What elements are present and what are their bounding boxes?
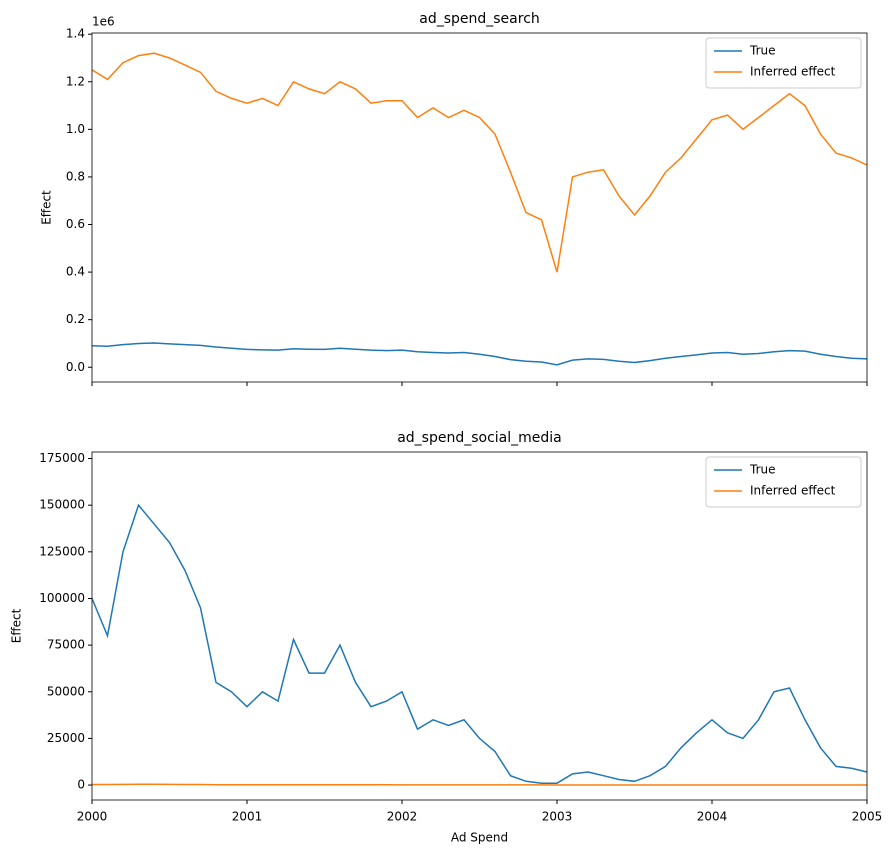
subplot-title: ad_spend_social_media (397, 430, 562, 446)
y-tick-label: 100000 (39, 591, 85, 605)
x-axis-label: Ad Spend (451, 831, 508, 845)
legend-label: True (749, 44, 776, 58)
y-tick-label: 0.8 (66, 169, 85, 183)
subplot: ad_spend_search 0.0 0.2 0.4 0.6 0.8 1.0 1.2 1.4 1… (40, 11, 868, 386)
y-tick-label: 50000 (47, 684, 85, 698)
y-tick-label: 0.0 (66, 360, 85, 374)
y-tick-label: 0.4 (66, 265, 85, 279)
series-line (91, 342, 868, 366)
y-tick-label: 0 (77, 778, 85, 792)
x-tick-label: 2005 (852, 810, 883, 824)
subplot-title: ad_spend_search (419, 11, 540, 27)
y-tick-label: 1.4 (66, 27, 85, 41)
legend: True Inferred effect (705, 37, 862, 89)
subplot: ad_spend_social_media 0 25000 50000 75000 100… (10, 430, 883, 845)
x-tick-label: 2004 (697, 810, 728, 824)
y-tick-label: 175000 (39, 451, 85, 465)
legend-label: True (749, 463, 776, 477)
y-tick-label: 1.2 (66, 74, 85, 88)
y-tick-label: 1.0 (66, 122, 85, 136)
axes-frame (91, 451, 868, 801)
legend-label: Inferred effect (750, 65, 836, 79)
x-tick-label: 2000 (77, 810, 108, 824)
x-tick-label: 2003 (542, 810, 573, 824)
y-axis-label: Effect (40, 190, 54, 225)
axes-frame (91, 32, 868, 383)
legend-label: Inferred effect (750, 484, 836, 498)
x-tick-label: 2001 (232, 810, 263, 824)
legend-box (705, 37, 862, 89)
series-line (91, 52, 868, 273)
series-line (92, 783, 867, 786)
legend: True Inferred effect (705, 456, 862, 508)
y-tick-label: 0.6 (66, 217, 85, 231)
y-offset-label: 1e6 (92, 15, 115, 29)
y-axis-label: Effect (10, 608, 24, 643)
legend-box (705, 456, 862, 508)
y-tick-label: 25000 (47, 731, 85, 745)
x-tick-label: 2002 (387, 810, 418, 824)
y-tick-label: 150000 (39, 498, 85, 512)
y-tick-label: 0.2 (66, 312, 85, 326)
series-line (91, 503, 868, 784)
y-tick-label: 75000 (47, 638, 85, 652)
y-tick-label: 125000 (39, 544, 85, 558)
